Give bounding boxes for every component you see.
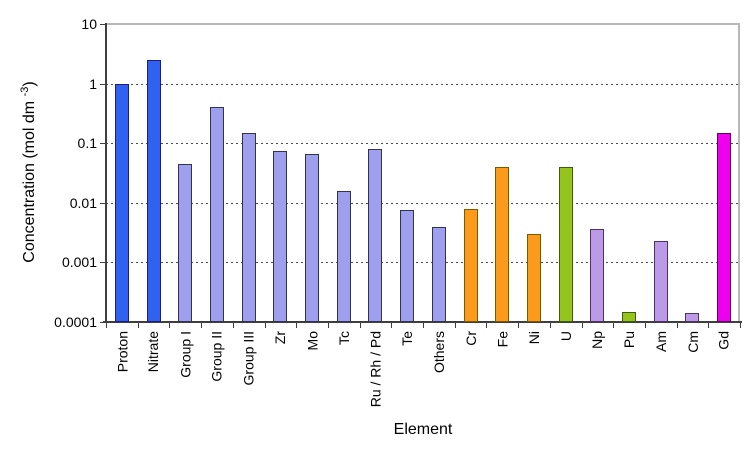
y-tick-mark-0.01 <box>100 203 105 204</box>
x-tick-mark-12 <box>486 323 487 328</box>
x-tick-label-proton: Proton <box>113 331 130 373</box>
bar-ru-rh-pd <box>368 149 383 322</box>
bar-others <box>431 226 446 322</box>
bar-proton <box>114 83 129 322</box>
x-tick-label-others: Others <box>430 331 447 374</box>
x-tick-label-group-iii: Group III <box>240 331 257 386</box>
x-tick-label-np: Np <box>589 331 606 349</box>
x-tick-mark-3 <box>201 323 202 328</box>
x-tick-mark-9 <box>391 323 392 328</box>
x-axis-line <box>103 321 742 323</box>
x-tick-label-ni: Ni <box>525 331 542 345</box>
x-tick-mark-7 <box>328 323 329 328</box>
y-tick-label-0.01: 0.01 <box>69 195 97 211</box>
x-tick-label-cr: Cr <box>462 331 479 346</box>
x-tick-mark-10 <box>423 323 424 328</box>
x-tick-mark-17 <box>645 323 646 328</box>
x-tick-mark-14 <box>550 323 551 328</box>
bar-pu <box>622 311 637 322</box>
bar-am <box>653 240 668 322</box>
x-tick-label-pu: Pu <box>621 331 638 349</box>
x-tick-label-gd: Gd <box>716 331 733 350</box>
bar-tc <box>336 190 351 322</box>
x-tick-label-group-i: Group I <box>177 331 194 378</box>
bar-group-iii <box>241 132 256 322</box>
bar-te <box>400 210 415 322</box>
y-tick-label-0.001: 0.001 <box>61 254 97 270</box>
bar-nitrate <box>146 59 161 322</box>
bar-fe <box>495 166 510 322</box>
x-tick-mark-1 <box>138 323 139 328</box>
x-tick-mark-8 <box>360 323 361 328</box>
y-axis-line <box>105 23 107 322</box>
x-tick-mark-6 <box>296 323 297 328</box>
y-tick-label-0.1: 0.1 <box>77 135 97 151</box>
x-tick-label-te: Te <box>399 331 416 346</box>
bar-group-i <box>178 163 193 322</box>
y-axis-title-text: Concentration (mol dm <box>21 96 38 263</box>
y-tick-mark-0.1 <box>100 143 105 144</box>
x-tick-mark-4 <box>233 323 234 328</box>
x-tick-mark-5 <box>265 323 266 328</box>
gridline-0.1 <box>106 143 738 144</box>
bar-np <box>590 228 605 322</box>
x-tick-label-tc: Tc <box>335 331 352 345</box>
y-tick-mark-0.001 <box>100 262 105 263</box>
x-tick-label-fe: Fe <box>494 331 511 348</box>
bar-group-ii <box>209 107 224 322</box>
y-tick-label-10: 10 <box>81 16 97 32</box>
gridline-0.01 <box>106 203 738 204</box>
y-tick-label-1: 1 <box>89 76 97 92</box>
x-tick-mark-20 <box>740 323 741 328</box>
x-tick-label-cm: Cm <box>684 331 701 353</box>
x-tick-mark-19 <box>708 323 709 328</box>
x-tick-mark-2 <box>169 323 170 328</box>
bar-gd <box>717 132 732 322</box>
x-tick-label-mo: Mo <box>304 331 321 351</box>
y-tick-mark-1 <box>100 84 105 85</box>
x-tick-label-ru-rh-pd: Ru / Rh / Pd <box>367 331 384 408</box>
x-tick-label-am: Am <box>652 331 669 352</box>
y-tick-mark-0.0001 <box>100 322 105 323</box>
x-tick-mark-18 <box>677 323 678 328</box>
bar-u <box>558 166 573 322</box>
x-tick-mark-15 <box>582 323 583 328</box>
x-tick-label-u: U <box>557 331 574 342</box>
x-tick-label-nitrate: Nitrate <box>145 331 162 373</box>
gridline-0.001 <box>106 262 738 263</box>
bar-ni <box>526 234 541 322</box>
x-axis-title: Element <box>393 421 453 438</box>
bar-cr <box>463 208 478 322</box>
x-tick-label-zr: Zr <box>272 331 289 345</box>
x-tick-label-group-ii: Group II <box>208 331 225 382</box>
bar-zr <box>273 150 288 322</box>
y-tick-mark-10 <box>100 24 105 25</box>
y-tick-label-0.0001: 0.0001 <box>54 314 97 330</box>
bar-cm <box>685 313 700 322</box>
x-tick-mark-11 <box>455 323 456 328</box>
x-tick-mark-0 <box>106 323 107 328</box>
x-tick-mark-13 <box>518 323 519 328</box>
plot-area <box>106 23 740 322</box>
gridline-1 <box>106 84 738 85</box>
x-tick-mark-16 <box>613 323 614 328</box>
bar-mo <box>305 154 320 322</box>
y-axis-title: Concentration (mol dm -3) <box>19 23 41 321</box>
